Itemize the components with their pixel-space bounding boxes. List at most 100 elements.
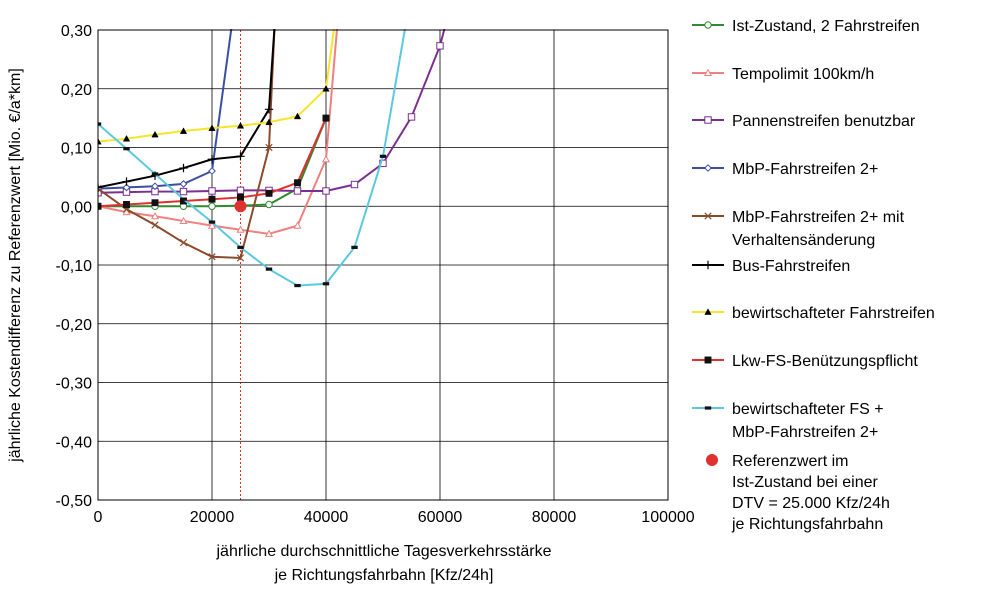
series-6-point-0 [98, 137, 102, 145]
series-8-point-6 [265, 267, 273, 271]
series-8-point-10 [379, 154, 387, 158]
series-7 [98, 114, 330, 210]
series-1-point-6 [264, 229, 274, 237]
series-7-point-5 [237, 193, 244, 201]
series-8-point-7 [294, 283, 301, 288]
series-6-point-7 [293, 112, 302, 120]
series-6-point-2 [151, 130, 159, 138]
series-0-point-4 [208, 202, 216, 210]
legend-marker-1 [703, 68, 713, 77]
series-6-point-4 [208, 124, 216, 131]
legend-label-7-0: Lkw-FS-Benützungspflicht [732, 353, 918, 370]
series-8-point-5 [237, 245, 244, 249]
y-tick-label-1: 0,20 [61, 82, 92, 99]
series-8-point-0 [98, 122, 102, 126]
series-8-point-4 [208, 220, 216, 224]
series-7-point-2 [151, 199, 159, 207]
series-3 [98, 29, 233, 193]
series-6 [98, 29, 335, 145]
legend: Ist-Zustand, 2 Fahrstreifen Tempolimit 10… [692, 18, 935, 533]
x-tick-label-1: 20000 [190, 509, 235, 526]
y-tick-label-6: -0,30 [56, 376, 93, 393]
axes [97, 29, 669, 501]
x-axis-label-line2: je Richtungsfahrbahn [Kfz/24h] [274, 567, 494, 584]
series-2-point-11 [407, 113, 416, 121]
series-2-point-8 [322, 187, 330, 195]
legend-label-1-0: Tempolimit 100km/h [732, 66, 874, 83]
series-3-point-3 [179, 180, 188, 188]
grid [97, 29, 669, 501]
series-2 [98, 29, 446, 197]
series-3-point-1 [122, 183, 131, 192]
series-group [98, 29, 446, 288]
series-2-point-12 [436, 42, 444, 50]
legend-label-8-1: MbP-Fahrstreifen 2+ [732, 424, 878, 441]
series-1-point-3 [179, 216, 188, 224]
y-tick-label-8: -0,50 [56, 493, 93, 510]
legend-label-0-0: Ist-Zustand, 2 Fahrstreifen [732, 18, 920, 35]
series-6-point-3 [179, 127, 188, 134]
legend-marker-2 [704, 116, 712, 124]
x-tick-label-4: 80000 [532, 509, 577, 526]
series-6-point-8 [322, 85, 330, 92]
reference-point [234, 200, 247, 213]
series-2-point-5 [236, 186, 245, 195]
series-8-point-8 [322, 282, 330, 286]
x-axis-label-line1: jährliche durchschnittliche Tagesverkehr… [216, 543, 552, 560]
y-tick-label-0: 0,30 [61, 23, 92, 40]
legend-label-reference-0: Referenzwert im [732, 453, 848, 470]
legend-marker-3 [704, 164, 712, 172]
series-4-point-5 [236, 254, 245, 262]
series-2-point-3 [179, 187, 188, 196]
y-tick-label-7: -0,40 [56, 434, 93, 451]
series-6-point-1 [122, 134, 131, 142]
x-tick-label-2: 40000 [304, 509, 349, 526]
series-1-point-4 [207, 221, 217, 229]
series-6-point-5 [236, 122, 245, 129]
series-5-point-4 [207, 155, 217, 164]
series-1-point-5 [236, 225, 245, 233]
series-2-point-4 [208, 187, 216, 195]
series-8-point-3 [180, 197, 187, 201]
series-5-point-0 [98, 183, 103, 192]
series-7-point-6 [265, 189, 273, 197]
series-2-point-7 [293, 187, 302, 195]
y-tick-label-4: -0,10 [56, 258, 93, 275]
series-4-point-4 [208, 253, 216, 261]
series-line-4 [98, 29, 276, 259]
legend-marker-0 [704, 21, 712, 29]
series-8-point-1 [123, 147, 130, 151]
legend-label-4-1: Verhaltensänderung [732, 232, 875, 249]
x-tick-label-5: 100000 [641, 509, 694, 526]
legend-marker-6 [704, 308, 712, 315]
y-tick-label-3: 0,00 [61, 199, 92, 216]
tick-labels: 0,30 0,20 0,10 0,00 -0,10 -0,20 -0,30 -0,40 -0,5… [56, 23, 695, 526]
series-3-point-2 [151, 182, 159, 191]
y-tick-label-5: -0,20 [56, 317, 93, 334]
legend-marker-8 [704, 406, 712, 410]
series-1 [98, 29, 338, 237]
series-line-6 [98, 29, 335, 143]
series-5-point-1 [122, 177, 131, 186]
series-line-2 [98, 29, 446, 194]
series-1-point-2 [150, 212, 160, 220]
legend-label-8-0: bewirtschafteter FS + [732, 401, 884, 418]
series-0-point-6 [265, 200, 273, 209]
series-5-point-5 [236, 152, 245, 161]
legend-label-reference-2: DTV = 25.000 Kfz/24h [732, 495, 890, 512]
legend-marker-4 [704, 212, 712, 220]
legend-marker-reference [706, 454, 718, 466]
series-8-point-2 [151, 172, 159, 176]
series-3-point-4 [208, 167, 216, 175]
series-5 [98, 29, 276, 192]
y-axis-label: jährliche Kostendifferenz zu Referenzwer… [7, 68, 24, 463]
legend-label-3-0: MbP-Fahrstreifen 2+ [732, 161, 878, 178]
x-tick-label-3: 60000 [418, 509, 463, 526]
legend-label-2-0: Pannenstreifen benutzbar [732, 113, 916, 130]
legend-label-4-0: MbP-Fahrstreifen 2+ mit [732, 209, 905, 226]
series-1-point-8 [321, 155, 331, 163]
series-line-1 [98, 29, 338, 235]
series-line-3 [98, 29, 233, 190]
series-line-8 [98, 29, 406, 287]
legend-label-6-0: bewirtschafteter Fahrstreifen [732, 305, 935, 322]
